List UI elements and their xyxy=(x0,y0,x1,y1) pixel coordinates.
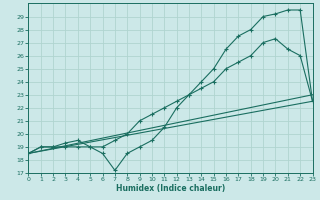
X-axis label: Humidex (Indice chaleur): Humidex (Indice chaleur) xyxy=(116,184,225,193)
